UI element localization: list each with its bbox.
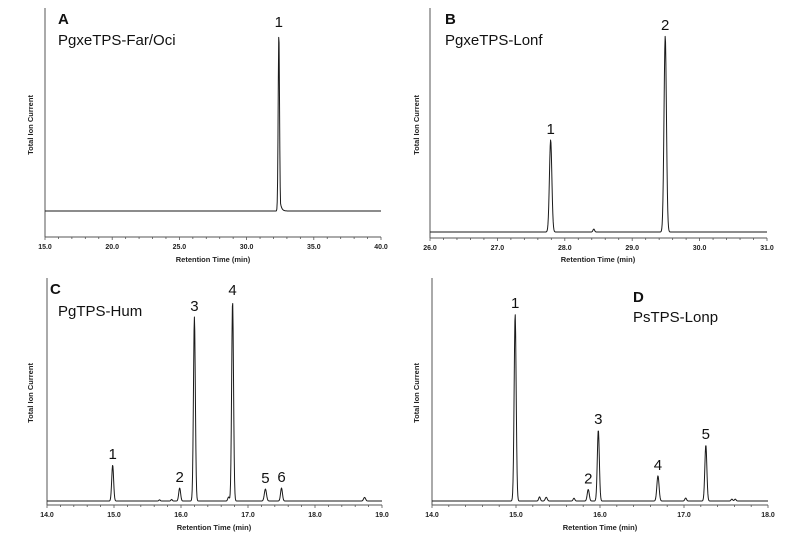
panel-title: PgxeTPS-Far/Oci — [58, 32, 176, 49]
x-tick-label: 15.0 — [509, 512, 523, 519]
chromatogram-trace — [46, 303, 383, 502]
x-tick-label: 18.0 — [308, 512, 322, 519]
chart-panel-c: C PgTPS-Hum Total Ion Current Retention … — [0, 270, 390, 538]
peak-label: 5 — [261, 470, 269, 487]
panel-title: PgxeTPS-Lonf — [445, 32, 543, 49]
peak-label: 2 — [661, 17, 669, 34]
peak-label: 2 — [584, 470, 592, 487]
x-tick-label: 35.0 — [307, 244, 321, 251]
x-tick-label: 15.0 — [38, 244, 52, 251]
x-tick-label: 15.0 — [107, 512, 121, 519]
panel-letter: A — [58, 11, 69, 28]
peak-label: 2 — [175, 469, 183, 486]
x-tick-label: 28.0 — [558, 245, 572, 252]
chromatogram-d: D PsTPS-Lonp Total Ion Current Retention… — [412, 278, 775, 532]
chromatogram-trace — [429, 35, 768, 233]
x-tick-label: 14.0 — [40, 512, 54, 519]
y-axis-title: Total Ion Current — [26, 363, 35, 423]
chromatogram-trace — [431, 314, 769, 502]
chromatogram-c: C PgTPS-Hum Total Ion Current Retention … — [26, 278, 389, 532]
peak-label: 6 — [277, 469, 285, 486]
y-axis-title: Total Ion Current — [26, 95, 35, 155]
x-axis-title: Retention Time (min) — [176, 255, 251, 264]
peak-label: 1 — [275, 14, 283, 31]
x-tick-label: 26.0 — [423, 245, 437, 252]
x-axis-title: Retention Time (min) — [563, 523, 638, 532]
x-tick-label: 25.0 — [173, 244, 187, 251]
x-tick-label: 31.0 — [760, 245, 774, 252]
x-tick-label: 17.0 — [677, 512, 691, 519]
x-tick-label: 29.0 — [625, 245, 639, 252]
chromatogram-trace — [44, 36, 382, 212]
x-tick-label: 20.0 — [105, 244, 119, 251]
peak-label: 4 — [228, 282, 236, 299]
x-tick-label: 16.0 — [593, 512, 607, 519]
panel-letter: C — [50, 281, 61, 298]
x-tick-label: 30.0 — [240, 244, 254, 251]
x-axis-title: Retention Time (min) — [561, 255, 636, 264]
x-tick-label: 40.0 — [374, 244, 388, 251]
y-axis-title: Total Ion Current — [412, 95, 421, 155]
x-tick-label: 14.0 — [425, 512, 439, 519]
y-axis-title: Total Ion Current — [412, 363, 421, 423]
peak-label: 3 — [594, 411, 602, 428]
peak-label: 3 — [190, 298, 198, 315]
chart-panel-a: A PgxeTPS-Far/Oci Total Ion Current Rete… — [0, 0, 390, 270]
panel-letter: D — [633, 289, 644, 306]
chart-panel-d: D PsTPS-Lonp Total Ion Current Retention… — [390, 270, 785, 538]
x-tick-label: 30.0 — [693, 245, 707, 252]
panel-title: PgTPS-Hum — [58, 303, 142, 320]
x-tick-label: 27.0 — [491, 245, 505, 252]
peak-label: 1 — [546, 121, 554, 138]
peak-label: 1 — [511, 295, 519, 312]
panel-letter: B — [445, 11, 456, 28]
x-tick-label: 16.0 — [174, 512, 188, 519]
peak-label: 4 — [654, 457, 662, 474]
panel-title: PsTPS-Lonp — [633, 309, 718, 326]
peak-label: 1 — [108, 446, 116, 463]
chromatogram-b: B PgxeTPS-Lonf Total Ion Current Retenti… — [412, 8, 774, 264]
x-tick-label: 17.0 — [241, 512, 255, 519]
chromatogram-a: A PgxeTPS-Far/Oci Total Ion Current Rete… — [26, 8, 388, 264]
x-axis-title: Retention Time (min) — [177, 523, 252, 532]
chart-panel-b: B PgxeTPS-Lonf Total Ion Current Retenti… — [390, 0, 785, 270]
x-tick-label: 18.0 — [761, 512, 775, 519]
x-tick-label: 19.0 — [375, 512, 389, 519]
peak-label: 5 — [702, 426, 710, 443]
